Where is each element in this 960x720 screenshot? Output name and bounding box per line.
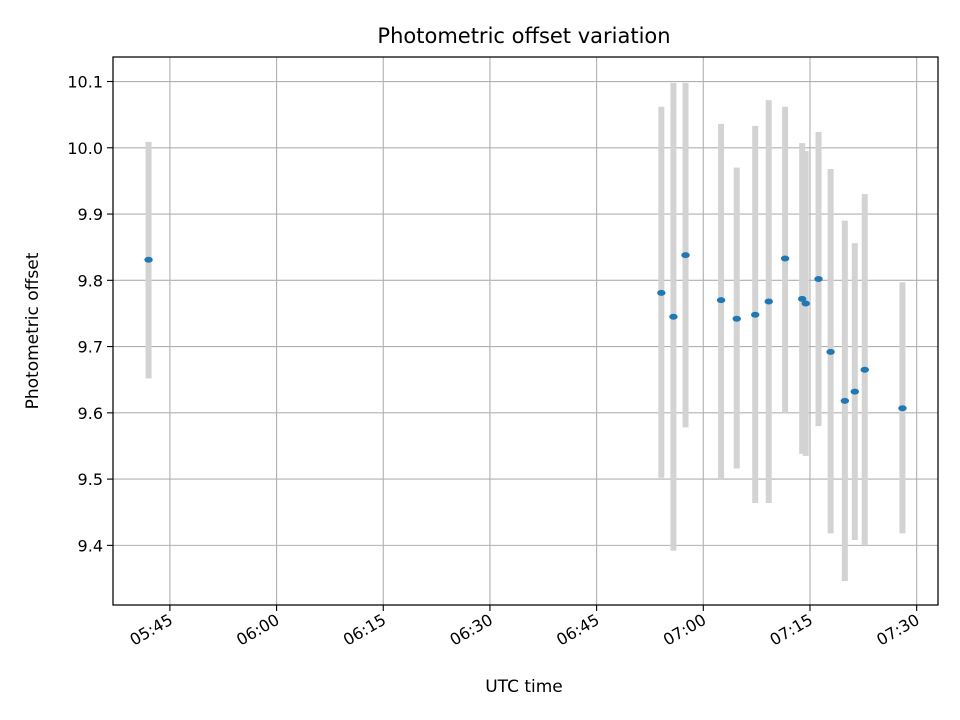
y-tick-label: 10.0: [67, 139, 103, 158]
data-point: [826, 348, 835, 355]
data-point: [732, 315, 741, 322]
data-point: [751, 311, 760, 318]
data-point: [801, 300, 810, 307]
y-tick-label: 9.8: [78, 271, 103, 290]
data-point: [764, 298, 773, 305]
y-axis-label: Photometric offset: [23, 252, 43, 409]
data-point: [814, 275, 823, 282]
data-points: [144, 252, 907, 412]
data-point: [840, 397, 850, 404]
data-point: [681, 252, 690, 259]
chart-title: Photometric offset variation: [377, 24, 670, 48]
plot-area: [113, 57, 938, 605]
data-point: [850, 388, 859, 395]
y-tick-label: 10.1: [67, 73, 103, 92]
data-point: [797, 295, 807, 302]
data-point: [898, 405, 907, 412]
x-axis-label: UTC time: [485, 677, 563, 697]
y-tick-label: 9.9: [78, 205, 103, 224]
y-axis-ticks: 9.4 9.5 9.6 9.7 9.8 9.9 10.0 10.1: [67, 73, 113, 555]
data-point: [716, 297, 726, 304]
data-point: [669, 313, 678, 320]
data-point: [860, 366, 869, 373]
data-point: [657, 289, 666, 296]
y-tick-label: 9.6: [78, 404, 103, 423]
y-tick-label: 9.4: [78, 536, 103, 555]
y-tick-label: 9.7: [78, 338, 103, 357]
y-tick-label: 9.5: [78, 470, 103, 489]
data-point: [144, 256, 153, 263]
plot-frame: [112, 56, 939, 606]
data-point: [780, 255, 790, 262]
